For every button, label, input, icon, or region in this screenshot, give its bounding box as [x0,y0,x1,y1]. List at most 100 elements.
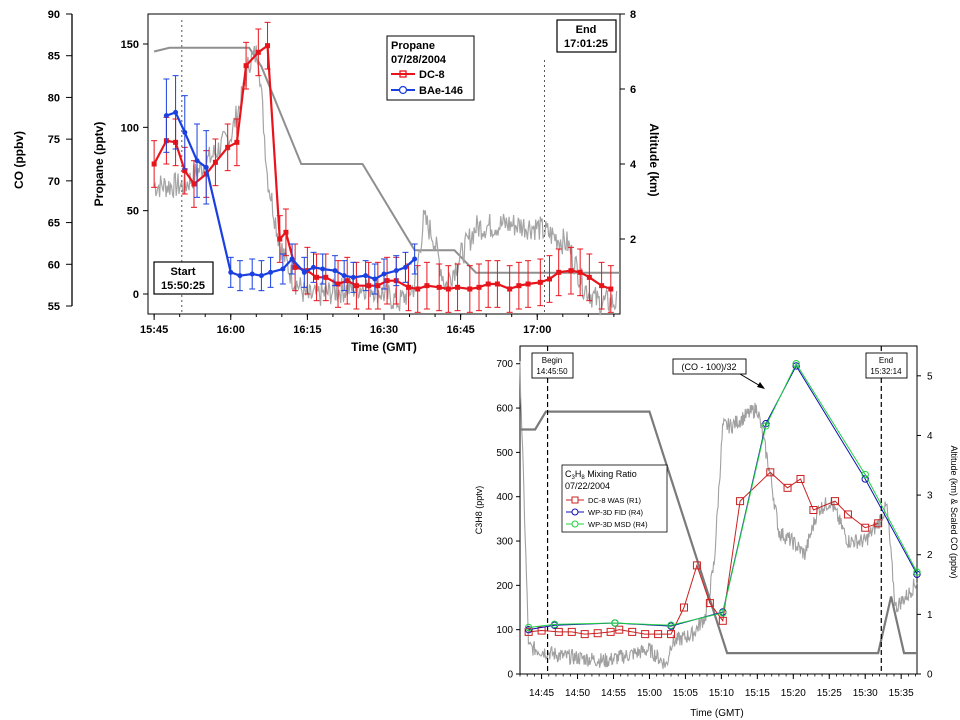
top-x-tick-label: 17:00 [523,324,551,336]
top-dc8-point [556,270,561,275]
top-bae-point [228,270,233,275]
top-co-axis-title: CO (ppbv) [12,131,26,189]
top-bae-point [280,267,285,272]
top-x-tick-label: 16:00 [217,324,245,336]
top-dc8-point [277,237,282,242]
top-co-tick-label: 55 [48,301,60,313]
top-co-tick-label: 60 [48,259,60,271]
top-altitude-tick-label: 8 [630,9,636,21]
top-dc8-point [608,287,613,292]
top-dc8-point [467,287,472,292]
top-dc8-point [486,282,491,287]
top-bae-point [332,268,337,273]
top-dc8-point [455,285,460,290]
top-dc8-point [599,283,604,288]
top-bae-point [290,257,295,262]
top-bae-point [403,265,408,270]
top-dc8-point [538,280,543,285]
bottom-y-axis-title: C3H8 (pptv) [474,486,484,535]
bottom-x-tick-label: 15:35 [889,688,914,699]
top-dc8-point [568,268,573,273]
top-bae-point [412,257,417,262]
top-dc8-point [424,283,429,288]
bottom-x-tick-label: 14:55 [601,688,626,699]
top-dc8-point [587,275,592,280]
top-bae-point [363,273,368,278]
bottom-legend-was-label: DC-8 WAS (R1) [588,496,642,505]
bottom-legend-fid-marker [572,509,578,515]
top-bae-point [237,273,242,278]
top-dc8-point [225,145,230,150]
top-dc8-point [446,287,451,292]
top-x-tick-label: 16:30 [370,324,398,336]
top-y-tick-label: 150 [121,39,139,51]
top-y-tick-label: 0 [133,289,139,301]
top-dc8-point [526,282,531,287]
bottom-x-tick-label: 15:10 [709,688,734,699]
top-bae-point [302,270,307,275]
bottom-y-tick-label: 400 [496,492,513,503]
top-bae-point [268,270,273,275]
top-dc8-point [385,278,390,283]
top-dc8-point [345,278,350,283]
top-dc8-point [375,283,380,288]
top-end-time: 17:01:25 [564,38,608,50]
bottom-y2-tick-label: 2 [927,550,933,561]
top-dc8-point [283,230,288,235]
bottom-y-tick-label: 300 [496,537,513,548]
bottom-chart: 14:4514:5014:5515:0015:0515:1015:1515:20… [474,346,959,719]
top-bae-point [195,158,200,163]
top-legend-date: 07/28/2004 [391,54,447,66]
top-bae-point [372,277,377,282]
top-altitude-tick-label: 4 [630,159,637,171]
bottom-y-tick-label: 500 [496,448,513,459]
bottom-legend: C3H8 Mixing Ratio 07/22/2004 DC-8 WAS (R… [562,465,667,532]
top-bae-point [182,130,187,135]
top-bae-point [164,113,169,118]
top-co-tick-label: 75 [48,134,60,146]
top-dc8-point [578,270,583,275]
chart-canvas: 15:4516:0016:1516:3016:4517:000501001502… [0,0,960,720]
top-dc8-point [495,282,500,287]
top-co-tick-label: 80 [48,92,60,104]
top-dc8-point [191,182,196,187]
top-dc8-point [477,285,482,290]
top-dc8-point [323,275,328,280]
top-chart: 15:4516:0016:1516:3016:4517:000501001502… [12,9,661,354]
top-x-tick-label: 16:15 [293,324,321,336]
top-x-tick-label: 16:45 [447,324,475,336]
bottom-y2-axis-title: Altitude (km) & Scaled CO (ppbv) [949,445,959,578]
top-x-tick-label: 15:45 [140,324,168,336]
top-bae-point [250,272,255,277]
top-dc8-point [406,285,411,290]
top-dc8-point [265,43,270,48]
top-y-tick-label: 100 [121,122,139,134]
top-legend-bae-label: BAe-146 [419,85,463,97]
top-dc8-point [437,285,442,290]
top-dc8-point [234,140,239,145]
bottom-x-tick-label: 15:00 [637,688,662,699]
bottom-y-tick-label: 100 [496,625,513,636]
top-altitude-tick-label: 6 [630,84,636,96]
top-legend-bae-marker [400,87,407,94]
top-co-tick-label: 70 [48,176,60,188]
bottom-co-label: (CO - 100)/32 [681,362,736,372]
top-y-tick-label: 50 [127,206,139,218]
bottom-y-tick-label: 200 [496,581,513,592]
top-dc8-point [314,275,319,280]
bottom-legend-was-marker [572,497,578,503]
bottom-y2-tick-label: 5 [927,371,933,382]
top-dc8-point [507,287,512,292]
top-bae-point [342,273,347,278]
top-y-axis-title: Propane (pptv) [92,122,106,207]
top-legend-dc8-label: DC-8 [419,69,445,81]
bottom-y-tick-label: 0 [507,670,513,681]
top-bae-point [351,275,356,280]
bottom-end-time: 15:32:14 [870,367,902,376]
bottom-begin-time: 14:45:50 [536,367,568,376]
top-start-title: Start [170,266,195,278]
top-dc8-point [415,287,420,292]
bottom-x-tick-label: 15:05 [673,688,698,699]
bottom-begin-title: Begin [542,356,562,365]
bottom-x-tick-label: 15:20 [781,688,806,699]
